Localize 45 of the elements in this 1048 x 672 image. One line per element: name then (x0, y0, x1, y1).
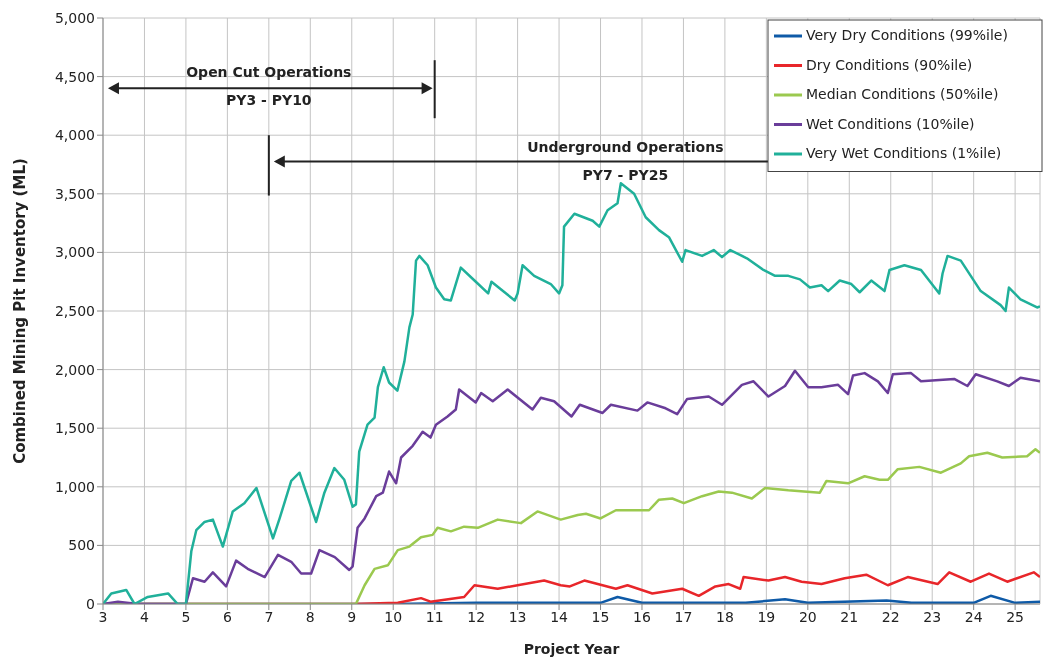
x-axis-title: Project Year (523, 641, 620, 657)
x-tick-label: 13 (508, 608, 527, 625)
y-tick-label: 2,500 (54, 302, 95, 319)
x-tick-label: 5 (181, 608, 191, 625)
annotation: PY7 - PY25 (582, 167, 669, 184)
legend-label: Dry Conditions (90%ile) (806, 56, 973, 73)
y-tick-label: 3,500 (54, 185, 95, 202)
y-tick-label: 0 (86, 595, 95, 612)
x-tick-label: 23 (923, 608, 942, 625)
legend-label: Very Wet Conditions (1%ile) (806, 145, 1002, 161)
x-tick-label: 9 (347, 608, 357, 625)
x-tick-label: 18 (715, 608, 734, 625)
y-tick-label: 2,000 (54, 361, 95, 378)
x-tick-label: 22 (881, 608, 900, 625)
x-tick-label: 19 (757, 608, 776, 625)
annotation: PY3 - PY10 (226, 92, 312, 109)
annotation: Open Cut Operations (186, 64, 352, 81)
x-tick-label: 12 (467, 608, 486, 625)
y-axis-title: Combined Mining Pit Inventory (ML) (11, 158, 30, 464)
x-tick-label: 10 (384, 608, 403, 625)
y-tick-label: 1,000 (54, 478, 95, 495)
x-tick-label: 20 (798, 608, 817, 625)
x-tick-label: 17 (674, 608, 693, 625)
legend-label: Median Conditions (50%ile) (806, 86, 999, 102)
annotation: Underground Operations (527, 138, 724, 155)
y-tick-label: 500 (68, 537, 95, 554)
x-tick-label: 14 (550, 608, 569, 625)
y-tick-label: 3,000 (54, 244, 95, 261)
x-tick-label: 21 (840, 608, 859, 625)
x-tick-label: 16 (633, 608, 651, 625)
y-tick-label: 4,500 (54, 68, 95, 85)
x-tick-label: 3 (98, 608, 108, 625)
x-tick-label: 6 (222, 608, 232, 625)
legend-label: Very Dry Conditions (99%ile) (806, 27, 1008, 43)
y-tick-label: 5,000 (54, 9, 95, 26)
x-tick-label: 4 (140, 608, 149, 625)
y-tick-label: 1,500 (54, 420, 95, 437)
x-tick-label: 24 (964, 608, 983, 625)
x-tick-label: 25 (1006, 608, 1025, 625)
x-tick-label: 8 (305, 608, 315, 625)
x-tick-label: 7 (264, 608, 274, 625)
x-tick-label: 15 (591, 608, 610, 625)
legend-label: Wet Conditions (10%ile) (806, 115, 975, 132)
x-tick-label: 11 (425, 608, 444, 625)
y-tick-label: 4,000 (54, 127, 95, 144)
